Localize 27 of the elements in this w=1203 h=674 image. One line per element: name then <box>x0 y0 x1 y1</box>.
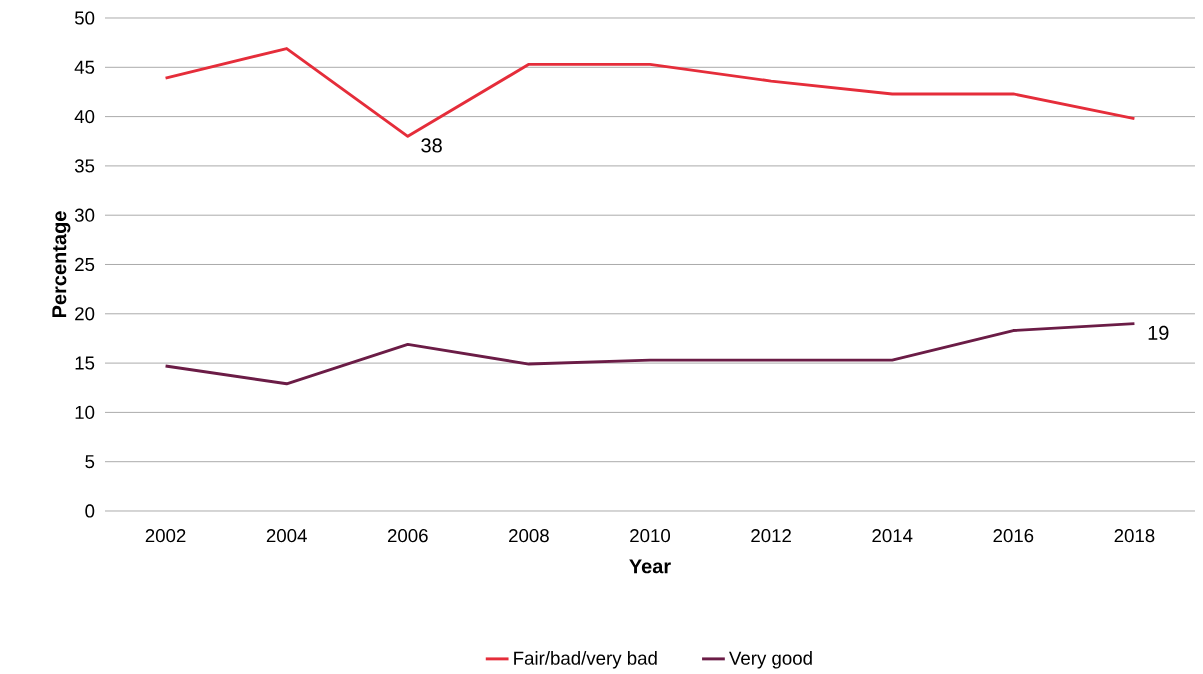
y-tick-label: 30 <box>74 208 95 222</box>
y-tick-label: 25 <box>75 257 95 272</box>
y-tick-label: 45 <box>74 60 95 74</box>
y-tick-label: 0 <box>85 504 95 518</box>
line-series <box>164 47 1136 138</box>
annotation: 19 <box>1148 325 1169 340</box>
legend-label: Very good <box>729 651 812 669</box>
annotation: 38 <box>421 138 442 153</box>
x-tick-label: 2018 <box>1114 529 1155 543</box>
x-tick-label: 2012 <box>751 529 791 543</box>
x-tick-label: 2014 <box>872 529 913 543</box>
x-tick-label: 2004 <box>266 529 307 543</box>
y-tick-label: 5 <box>85 455 95 469</box>
y-axis-title: Percentage <box>52 211 71 318</box>
x-tick-label: 2002 <box>145 529 186 543</box>
x-tick-label: 2008 <box>509 529 549 543</box>
y-tick-label: 35 <box>74 159 95 173</box>
legend-label: Fair/bad/very bad <box>514 651 657 669</box>
y-tick-label: 40 <box>74 109 95 124</box>
x-tick-label: 2006 <box>387 529 428 543</box>
y-tick-label: 20 <box>75 307 95 321</box>
x-tick-label: 2010 <box>630 529 671 543</box>
x-axis-title: Year <box>629 559 671 574</box>
y-tick-label: 15 <box>75 356 95 370</box>
x-tick-label: 2016 <box>993 529 1034 543</box>
y-tick-label: 10 <box>75 405 95 419</box>
y-tick-label: 50 <box>74 11 95 25</box>
